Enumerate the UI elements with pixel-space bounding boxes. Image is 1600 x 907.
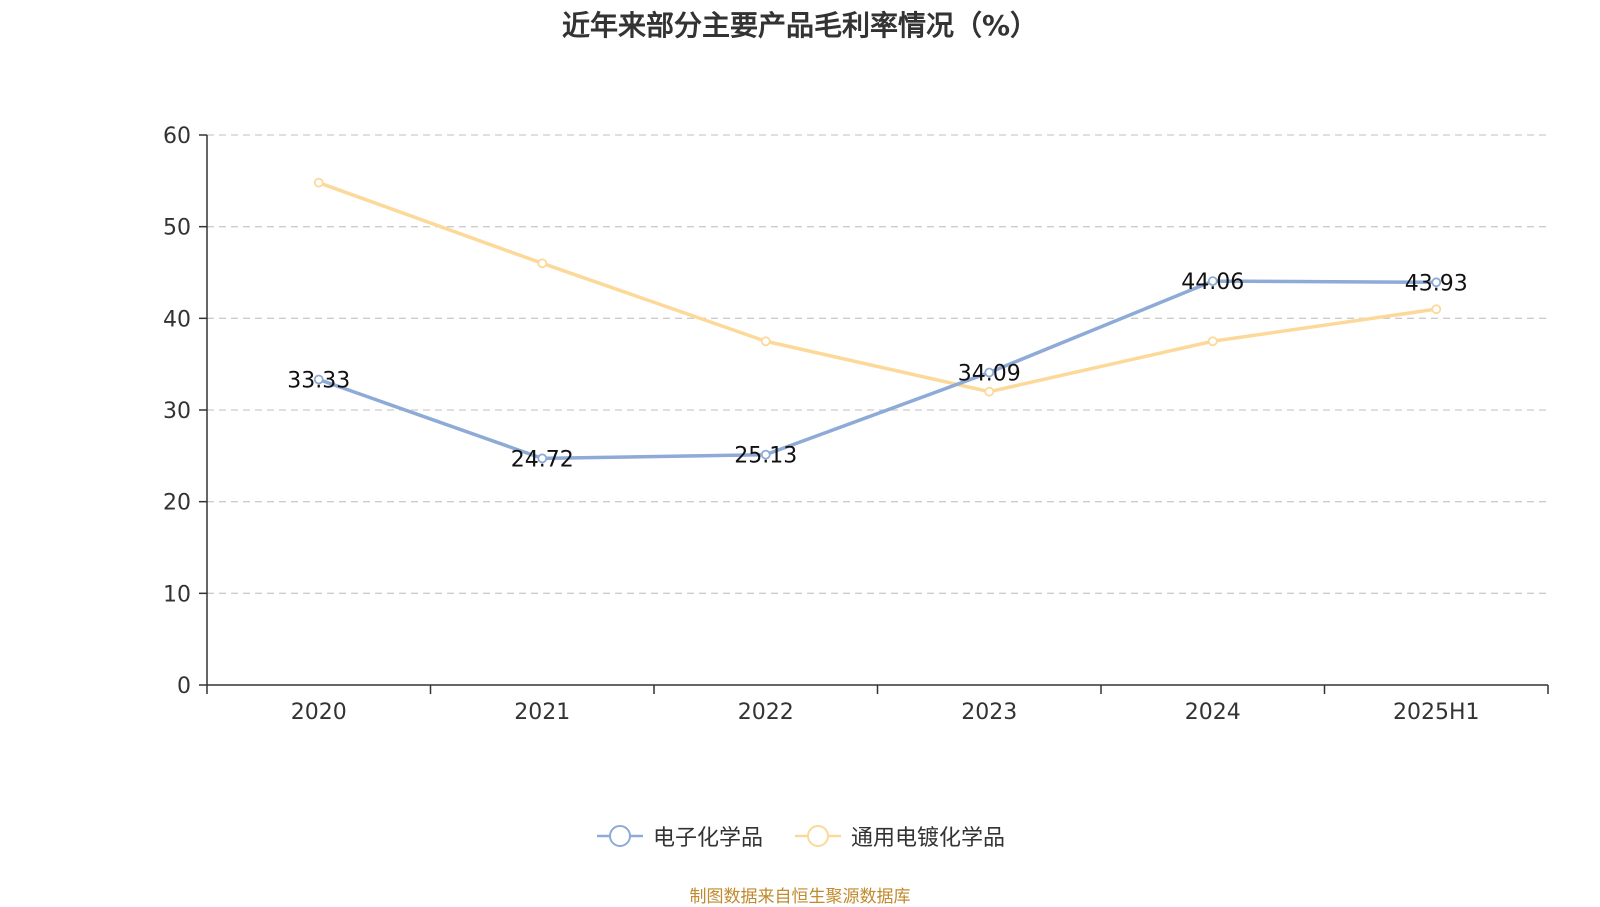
series-line-2 <box>318 181 1437 394</box>
x-tick-label: 2022 <box>738 700 794 725</box>
y-tick-label: 10 <box>163 582 191 607</box>
x-tick-label: 2020 <box>291 700 347 725</box>
data-label: 24.72 <box>511 447 574 472</box>
line-chart: 0 10 20 30 40 50 60 2020 2021 2022 2023 2024 2025H1 3… <box>163 124 1549 725</box>
y-tick-label: 60 <box>163 124 191 149</box>
legend-label: 电子化学品 <box>652 826 763 851</box>
data-point <box>1207 336 1218 347</box>
data-point <box>1207 276 1218 287</box>
legend-item-electronic-chemicals[interactable]: 电子化学品 <box>595 820 763 852</box>
data-point <box>313 374 324 385</box>
data-label: 33.33 <box>287 368 350 393</box>
data-point <box>984 367 995 378</box>
data-label: 44.06 <box>1181 270 1244 295</box>
legend-line-circle-icon <box>795 825 841 847</box>
data-label: 34.09 <box>958 362 1021 387</box>
y-tick-label: 50 <box>163 216 191 241</box>
data-point <box>760 336 771 347</box>
legend-item-plating-chemicals[interactable]: 通用电镀化学品 <box>793 820 1005 852</box>
data-point <box>537 453 548 464</box>
data-label: 43.93 <box>1405 271 1468 296</box>
data-point <box>760 449 771 460</box>
y-tick-label: 0 <box>177 674 191 699</box>
y-tick-label: 20 <box>163 491 191 516</box>
x-tick-label: 2024 <box>1185 700 1241 725</box>
data-point <box>1431 304 1442 315</box>
y-tick-label: 30 <box>163 399 191 424</box>
source-note: 制图数据来自恒生聚源数据库 <box>689 887 911 907</box>
chart-title: 近年来部分主要产品毛利率情况（%） <box>561 9 1039 42</box>
data-point <box>984 386 995 397</box>
x-tick-label: 2021 <box>514 700 570 725</box>
data-point <box>537 258 548 269</box>
y-tick-label: 40 <box>163 307 191 332</box>
data-point <box>1431 277 1442 288</box>
x-tick-label: 2023 <box>961 700 1017 725</box>
x-tick-label: 2025H1 <box>1393 700 1480 725</box>
legend-line-circle-icon <box>596 825 643 847</box>
chart-legend: 电子化学品 通用电镀化学品 <box>0 820 1600 852</box>
data-point <box>313 177 324 188</box>
legend-label: 通用电镀化学品 <box>851 826 1006 851</box>
series-line-1 <box>318 279 1437 461</box>
data-label: 25.13 <box>734 444 797 469</box>
